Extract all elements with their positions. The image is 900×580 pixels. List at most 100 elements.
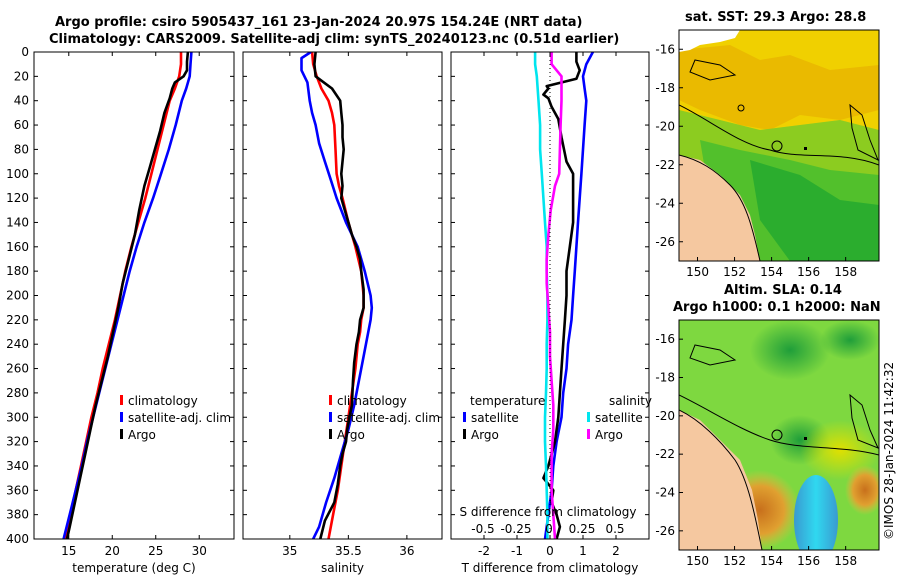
sla-island-outline <box>849 393 879 449</box>
figure-title-line2: Climatology: CARS2009. Satellite-adj cli… <box>49 32 620 47</box>
diff-xtick-top-label: 0 <box>545 522 553 536</box>
diff-legend-swatch <box>587 429 590 439</box>
temperature-profile-legend-swatch <box>120 412 123 422</box>
temperature-profile-xtick-label: 30 <box>192 544 207 558</box>
depth-tick-label: 400 <box>6 532 29 546</box>
sst-island-outline <box>849 103 879 162</box>
sst-map-xtick-label: 152 <box>723 265 746 279</box>
sst-warm-patch <box>679 45 879 130</box>
sst-argo-marker <box>804 147 807 150</box>
sst-map-axes: 150 152 154 156 158 -16 -18 -20 -22 -24 -26 <box>655 42 857 279</box>
diff-xtick-top-label: 0.25 <box>569 522 596 536</box>
depth-tick-label: 40 <box>14 94 29 108</box>
sst-reef-circle <box>771 140 783 152</box>
salinity-profile-series <box>300 52 374 539</box>
depth-tick-label: 280 <box>6 386 29 400</box>
salinity-profile-xlabel: salinity <box>321 561 364 575</box>
salinity-profile-line-satellite-adj-clim <box>300 52 374 539</box>
temperature-profile-series <box>62 52 193 539</box>
sla-map-axes: 150 152 154 156 158 -16 -18 -20 -22 -24 -26 <box>655 332 857 568</box>
temperature-profile-frame <box>33 51 235 540</box>
sla-argo-marker <box>804 437 807 440</box>
difference-profile: -2 -1 0 1 2 T difference from climatology temp… <box>450 51 652 575</box>
depth-tick-label: 80 <box>14 142 29 156</box>
sst-coastline <box>679 154 761 261</box>
sla-cyan-eddy <box>794 475 838 550</box>
depth-tick-label: 140 <box>6 215 29 229</box>
diff-xtick-top-label: -0.5 <box>471 522 494 536</box>
diff-legend-label: Argo <box>471 428 499 442</box>
diff-xtick-top-label: 0.5 <box>605 522 624 536</box>
salinity-profile-legend-label: climatology <box>337 394 407 408</box>
difference-profile-xlabel: T difference from climatology <box>461 561 639 575</box>
diff-xtick-top-label: -0.25 <box>500 522 531 536</box>
salinity-profile-legend-swatch <box>329 395 332 405</box>
salinity-profile-legend-swatch <box>329 412 332 422</box>
sst-map-ytick-label: -18 <box>655 81 675 95</box>
difference-profile-series <box>533 52 595 539</box>
temperature-profile-legend-swatch <box>120 395 123 405</box>
sst-map-ytick-label: -26 <box>655 235 675 249</box>
temperature-profile-xtick-label: 20 <box>105 544 120 558</box>
salinity-profile-line-argo <box>313 52 365 539</box>
sst-missing-patch <box>679 30 740 52</box>
figure-title-line1: Argo profile: csiro 5905437_161 23-Jan-2… <box>55 15 583 30</box>
sst-map-title: sat. SST: 29.3 Argo: 28.8 <box>685 10 867 25</box>
depth-tick-label: 300 <box>6 410 29 424</box>
temperature-profile-line-argo <box>65 52 190 539</box>
difference-profile-xtick-label: 1 <box>579 544 587 558</box>
sst-map-xtick-label: 154 <box>760 265 783 279</box>
sla-map-xtick-label: 150 <box>686 554 709 568</box>
sst-map <box>678 29 880 262</box>
sst-map-ytick-label: -20 <box>655 119 675 133</box>
difference-profile-xtick-label: 2 <box>612 544 620 558</box>
difference-profile-line-temperature-satellite <box>543 52 595 539</box>
diff-legend-label: satellite <box>471 411 519 425</box>
difference-profile-line-salinity-satellite <box>533 52 549 539</box>
depth-tick-label: 380 <box>6 508 29 522</box>
sst-map-xtick-label: 156 <box>797 265 820 279</box>
salinity-profile-legend-swatch <box>329 429 332 439</box>
depth-tick-label: 180 <box>6 264 29 278</box>
sst-small-reef <box>737 104 745 112</box>
diff-legend-swatch <box>463 412 466 422</box>
sst-shelf-contour <box>679 104 879 166</box>
sla-reef-circle <box>771 429 783 441</box>
temperature-profile-legend-label: Argo <box>128 428 156 442</box>
salinity-profile-legend-label: Argo <box>337 428 365 442</box>
sst-map-ytick-label: -16 <box>655 42 675 56</box>
sla-map-ytick-label: -16 <box>655 332 675 346</box>
salinity-profile-xtick-label: 35.5 <box>335 544 362 558</box>
sla-map-ytick-label: -24 <box>655 486 675 500</box>
difference-profile-xtick-label: -2 <box>478 544 490 558</box>
temperature-profile-xtick-label: 15 <box>61 544 76 558</box>
diff-xlabel-top: S difference from climatology <box>460 505 637 519</box>
sla-map-ytick-label: -22 <box>655 447 675 461</box>
sla-land <box>679 410 762 550</box>
temperature-profile-legend-swatch <box>120 429 123 439</box>
sla-coastline <box>679 409 763 550</box>
depth-tick-label: 320 <box>6 435 29 449</box>
depth-tick-label: 60 <box>14 118 29 132</box>
depth-tick-label: 120 <box>6 191 29 205</box>
sst-map-xtick-label: 158 <box>834 265 857 279</box>
sst-coolest-band <box>750 160 879 261</box>
depth-tick-label: 360 <box>6 483 29 497</box>
diff-legend-label: Argo <box>595 428 623 442</box>
depth-tick-label: 340 <box>6 459 29 473</box>
depth-tick-label: 100 <box>6 167 29 181</box>
depth-tick-label: 0 <box>21 45 29 59</box>
depth-tick-label: 220 <box>6 313 29 327</box>
depth-tick-label: 260 <box>6 362 29 376</box>
sst-map-ytick-label: -22 <box>655 158 675 172</box>
sla-very-high-blob-2 <box>845 465 879 515</box>
diff-legend-swatch <box>463 429 466 439</box>
diff-legend-label: satellite <box>595 411 643 425</box>
sla-high-blob <box>800 420 879 480</box>
temperature-profile-xtick-label: 25 <box>148 544 163 558</box>
sla-map-ytick-label: -20 <box>655 409 675 423</box>
sla-map-frame <box>678 319 880 551</box>
temperature-profile-legend-label: climatology <box>128 394 198 408</box>
